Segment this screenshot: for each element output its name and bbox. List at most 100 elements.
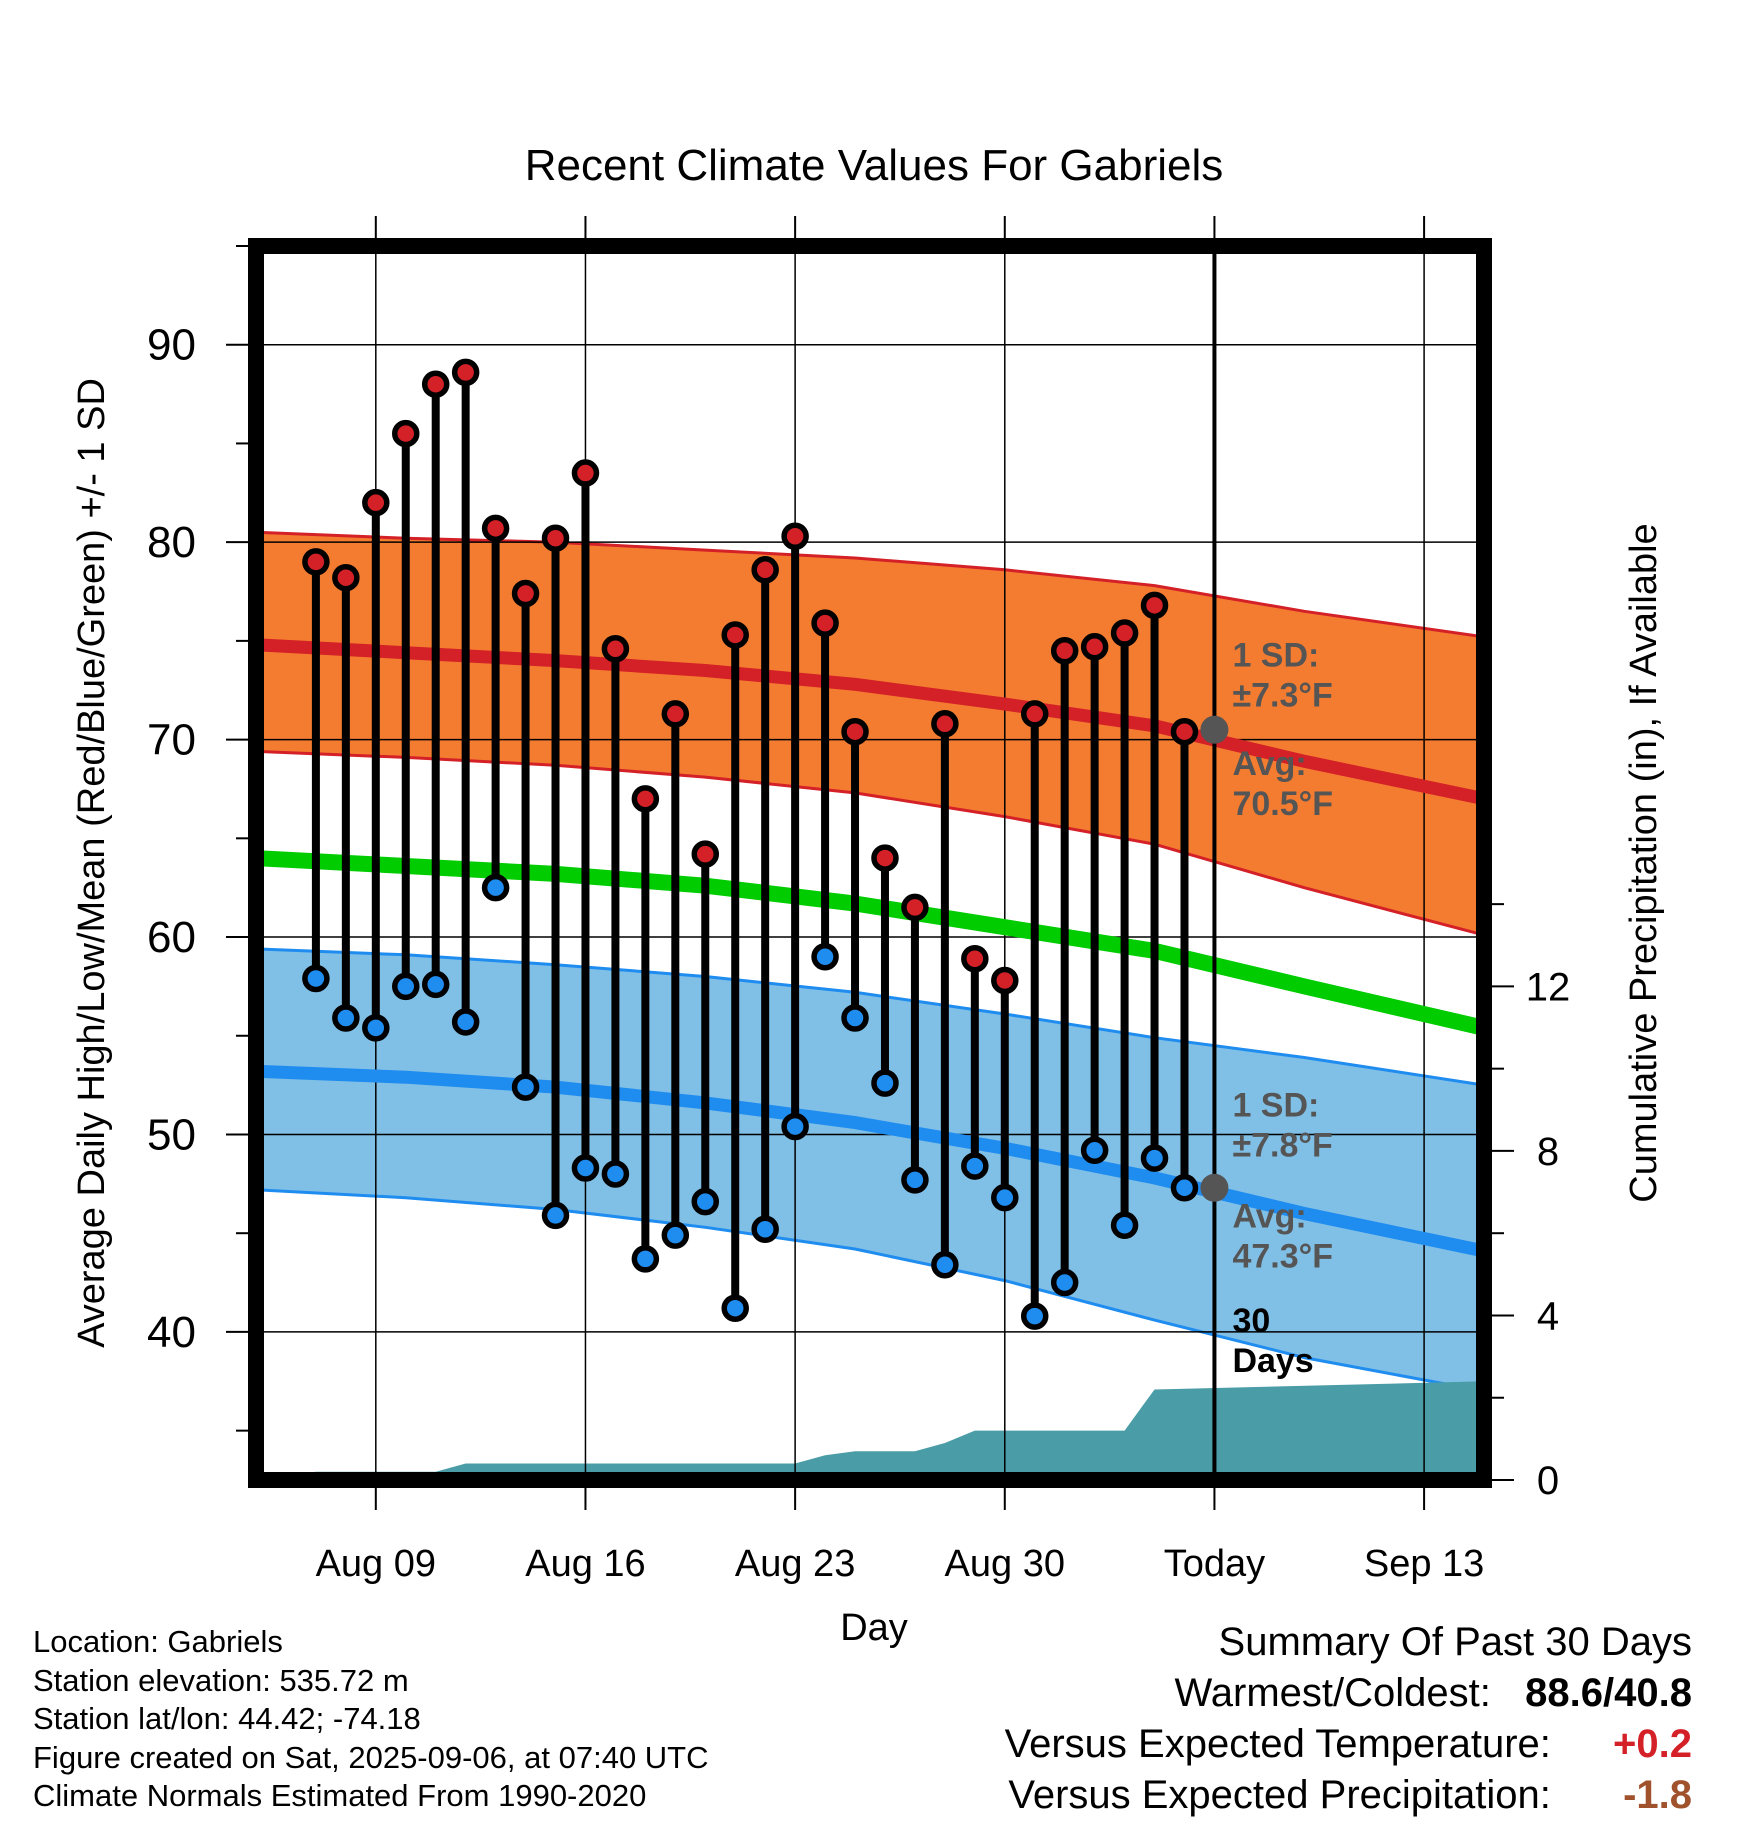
- daily-high-point: [781, 522, 809, 550]
- daily-low-point: [751, 1215, 779, 1244]
- normals-text: Climate Normals Estimated From 1990-2020: [33, 1778, 647, 1813]
- daily-low-point: [811, 943, 839, 971]
- low-avg-annotation-line: Avg:: [1232, 1197, 1306, 1235]
- y-tick-label: 90: [147, 321, 196, 370]
- daily-high-point: [421, 370, 450, 398]
- daily-low-point: [841, 1004, 869, 1032]
- precip-days-annotation-line: 30: [1232, 1302, 1270, 1340]
- today-low-normal-marker: [1200, 1173, 1229, 1202]
- daily-high-point: [811, 609, 839, 637]
- daily-low-point: [1080, 1136, 1109, 1165]
- temp-value: +0.2: [1613, 1722, 1692, 1766]
- today-high-normal-marker: [1200, 715, 1229, 744]
- elevation-text: Station elevation: 535.72 m: [33, 1662, 409, 1698]
- daily-high-point: [451, 358, 480, 387]
- daily-high-point: [332, 563, 360, 592]
- precip-value: -1.8: [1623, 1773, 1692, 1817]
- daily-low-point: [541, 1201, 570, 1230]
- station-info: Location: Gabriels Station elevation: 53…: [33, 1623, 709, 1816]
- daily-high-point: [1170, 717, 1199, 746]
- daily-low-point: [421, 970, 450, 999]
- y-tick-label: 60: [147, 913, 196, 962]
- daily-high-point: [691, 840, 720, 868]
- x-tick-label: Sep 13: [1364, 1543, 1484, 1585]
- high-avg-annotation: Avg: 70.5°F: [1232, 745, 1333, 823]
- y2-tick-label: 12: [1526, 965, 1571, 1009]
- low-sd-band: [256, 948, 1484, 1392]
- latlon-text: Station lat/lon: 44.42; -74.18: [33, 1701, 421, 1736]
- low-avg-line: [256, 1064, 1484, 1258]
- precip-row: Versus Expected Precipitation: -1.8: [1005, 1770, 1692, 1821]
- daily-low-point: [481, 873, 510, 902]
- daily-high-point: [302, 548, 330, 576]
- y-tick-label: 80: [147, 518, 196, 567]
- low-avg-annotation: Avg: 47.3°F: [1232, 1197, 1333, 1275]
- low-sd-lower-line: [256, 1188, 1484, 1393]
- warm-cold-label: Warmest/Coldest:: [1174, 1671, 1491, 1715]
- plot-frame: [248, 238, 1492, 1488]
- daily-low-point: [871, 1069, 899, 1097]
- daily-low-point: [362, 1014, 390, 1042]
- chart-title: Recent Climate Values For Gabriels: [525, 141, 1224, 190]
- daily-low-point: [451, 1008, 480, 1036]
- daily-low-point: [601, 1160, 630, 1188]
- daily-low-point: [721, 1294, 749, 1322]
- y2-tick-label: 0: [1537, 1459, 1559, 1503]
- summary-panel: Summary Of Past 30 Days Warmest/Coldest:…: [1005, 1617, 1692, 1821]
- daily-low-point: [631, 1245, 660, 1273]
- y2-tick-label: 4: [1537, 1294, 1559, 1338]
- summary-title: Summary Of Past 30 Days: [1218, 1620, 1692, 1664]
- precip-area: [256, 1381, 1484, 1480]
- daily-low-point: [901, 1166, 929, 1194]
- temp-label: Versus Expected Temperature:: [1004, 1722, 1551, 1766]
- daily-high-point: [661, 700, 690, 728]
- x-tick-label: Today: [1164, 1543, 1265, 1585]
- x-axis-label: Day: [840, 1607, 908, 1649]
- daily-high-point: [901, 893, 929, 922]
- x-tick-label: Aug 23: [735, 1543, 855, 1585]
- daily-high-point: [1110, 619, 1139, 647]
- daily-high-point: [1050, 637, 1079, 665]
- high-avg-annotation-line: Avg:: [1232, 745, 1306, 783]
- low-sd-annotation-line: ±7.8°F: [1232, 1127, 1332, 1165]
- daily-low-point: [1140, 1144, 1169, 1172]
- high-sd-band: [256, 532, 1484, 936]
- daily-low-point: [1050, 1268, 1079, 1297]
- daily-high-point: [511, 579, 540, 608]
- daily-low-point: [691, 1187, 720, 1216]
- daily-high-point: [362, 488, 390, 517]
- daily-low-point: [931, 1251, 959, 1279]
- y2-tick-label: 8: [1537, 1130, 1559, 1174]
- y-tick-label: 40: [147, 1308, 196, 1357]
- low-avg-annotation-line: 47.3°F: [1232, 1237, 1333, 1275]
- daily-high-point: [392, 419, 420, 448]
- low-sd-annotation-line: 1 SD:: [1232, 1087, 1319, 1125]
- high-avg-annotation-line: 70.5°F: [1232, 785, 1333, 823]
- y-tick-label: 50: [147, 1110, 196, 1159]
- daily-high-point: [1020, 700, 1049, 728]
- daily-high-point: [571, 459, 600, 487]
- daily-low-point: [1170, 1174, 1199, 1202]
- daily-high-point: [1080, 633, 1109, 661]
- precip-days-annotation-line: Days: [1232, 1342, 1313, 1380]
- daily-low-point: [961, 1152, 989, 1180]
- high-sd-annotation: 1 SD: ±7.3°F: [1232, 637, 1332, 715]
- daily-low-point: [781, 1112, 809, 1141]
- low-sd-annotation: 1 SD: ±7.8°F: [1232, 1087, 1332, 1165]
- daily-low-point: [1020, 1302, 1049, 1330]
- daily-high-point: [751, 556, 779, 584]
- warm-cold-row: Warmest/Coldest: 88.6/40.8: [1005, 1668, 1693, 1719]
- daily-low-point: [1110, 1211, 1139, 1240]
- warm-cold-value: 88.6/40.8: [1525, 1671, 1692, 1715]
- daily-high-point: [541, 524, 570, 552]
- precip-label: Versus Expected Precipitation:: [1008, 1773, 1551, 1817]
- y-axis-label: Average Daily High/Low/Mean (Red/Blue/Gr…: [71, 378, 113, 1348]
- daily-high-point: [961, 945, 989, 973]
- high-sd-annotation-line: 1 SD:: [1232, 637, 1319, 675]
- x-tick-label: Aug 30: [945, 1543, 1065, 1585]
- daily-low-point: [991, 1183, 1019, 1212]
- daily-high-point: [631, 785, 660, 813]
